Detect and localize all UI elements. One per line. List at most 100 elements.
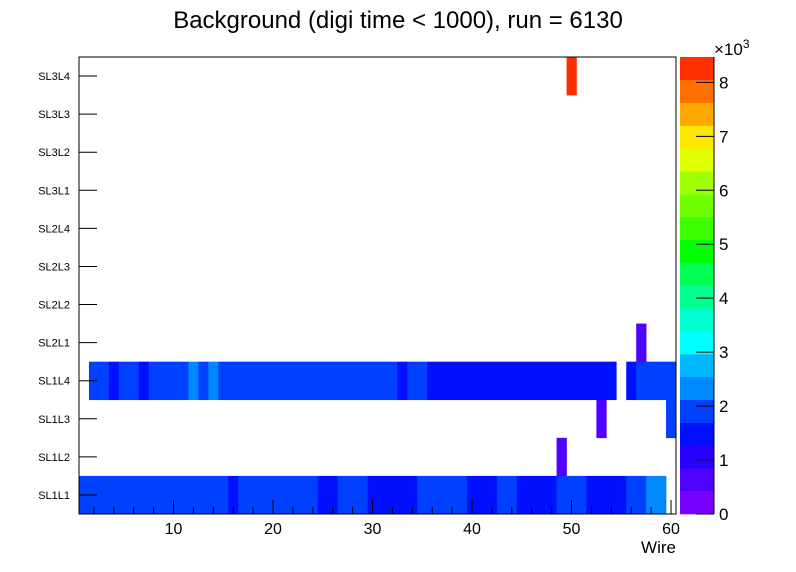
heatmap-cell-SL1L1-13	[198, 475, 209, 515]
color-bar-band	[680, 491, 714, 515]
heatmap-cell-SL1L1-14	[208, 475, 219, 515]
heatmap-cell-SL1L4-30	[367, 361, 378, 401]
heatmap-cell-SL1L1-20	[268, 475, 279, 515]
y-axis: SL1L1 SL1L2 SL1L3 SL1L4 SL2L1 SL2L2 SL2L3 SL2L4…	[38, 71, 97, 502]
color-bar-band	[680, 148, 714, 172]
chart-title: Background (digi time < 1000), run = 613…	[173, 7, 623, 34]
color-bar-band	[680, 239, 714, 263]
y-tick-label: SL1L4	[38, 376, 70, 388]
heatmap-cell-SL1L4-52	[586, 361, 597, 401]
heatmap-cell-SL1L4-46	[526, 361, 537, 401]
heatmap-cell-SL1L4-36	[427, 361, 438, 401]
heatmap-cell-SL1L4-49	[556, 361, 567, 401]
color-bar-band	[680, 102, 714, 126]
heatmap-cell-SL1L4-15	[218, 361, 229, 401]
heatmap-cell-SL1L1-18	[248, 475, 259, 515]
heatmap-cell-SL1L4-33	[397, 361, 408, 401]
color-axis-label: 8	[719, 73, 728, 92]
color-axis-label: 7	[719, 127, 728, 146]
y-tick-label: SL3L1	[38, 185, 70, 197]
heatmap-cell-SL1L4-34	[407, 361, 418, 401]
y-tick-label: SL2L1	[38, 338, 70, 350]
heatmap-cell-SL1L1-50	[566, 475, 577, 515]
color-bar-band	[680, 194, 714, 218]
heatmap-cell-SL1L1-53	[596, 475, 607, 515]
x-tick-label: 60	[662, 521, 680, 538]
heatmap-cell-SL1L4-59	[656, 361, 667, 401]
heatmap-cell-SL1L1-6	[128, 475, 139, 515]
heatmap-cell-SL1L3-60	[666, 399, 677, 439]
y-tick-label: SL3L2	[38, 147, 70, 159]
heatmap-cell-SL1L4-25	[317, 361, 329, 401]
color-bar-band	[680, 125, 714, 149]
color-bar-band	[680, 376, 714, 401]
heatmap-cell-SL1L1-4	[108, 475, 120, 515]
heatmap-cell-SL1L4-57	[636, 361, 647, 401]
heatmap-cell-SL1L4-11	[178, 361, 189, 401]
heatmap-cell-SL1L1-5	[118, 475, 130, 515]
heatmap-cell-SL1L4-18	[248, 361, 259, 401]
heatmap-cell-SL1L4-31	[377, 361, 388, 401]
heatmap-cell-SL3L4-50	[566, 57, 577, 96]
heatmap-cell-SL1L4-44	[506, 361, 518, 401]
heatmap-cell-SL1L1-11	[178, 475, 189, 515]
heatmap-cell-SL1L1-57	[636, 475, 647, 515]
heatmap-cell-SL1L4-51	[576, 361, 587, 401]
color-bar-band	[680, 422, 714, 446]
heatmap-cell-SL1L1-10	[168, 475, 179, 515]
heatmap-cell-SL1L4-40	[467, 361, 478, 401]
heatmap-cell-SL1L1-35	[417, 475, 428, 515]
color-bar-band	[680, 308, 714, 332]
heatmap-cell-SL1L1-25	[317, 475, 329, 515]
heatmap-cell-SL1L1-19	[258, 475, 269, 515]
x-tick-label: 50	[563, 521, 581, 538]
heatmap-cell-SL1L1-40	[467, 475, 478, 515]
heatmap-cell-SL1L4-43	[496, 361, 508, 401]
color-axis-label: 4	[719, 289, 728, 308]
heatmap-cell-SL1L1-24	[307, 475, 319, 515]
heatmap-cell-SL1L1-54	[606, 475, 617, 515]
heatmap-cells	[79, 57, 677, 515]
heatmap-cell-SL1L1-55	[616, 475, 627, 515]
heatmap-cell-SL1L1-9	[158, 475, 169, 515]
heatmap-cell-SL1L4-7	[138, 361, 149, 401]
heatmap-cell-SL1L4-29	[357, 361, 368, 401]
heatmap-cell-SL1L1-17	[238, 475, 249, 515]
heatmap-cell-SL1L1-58	[646, 475, 657, 515]
heatmap-cell-SL1L4-8	[148, 361, 159, 401]
color-axis-label: 1	[719, 451, 728, 470]
heatmap-cell-SL1L4-54	[606, 361, 617, 401]
heatmap-cell-SL1L4-50	[566, 361, 577, 401]
heatmap-cell-SL1L4-60	[666, 361, 677, 401]
x-tick-label: 40	[463, 521, 481, 538]
color-bar-band	[680, 468, 714, 492]
heatmap-cell-SL1L1-43	[496, 475, 508, 515]
heatmap-cell-SL1L4-45	[516, 361, 528, 401]
heatmap-cell-SL1L1-27	[337, 475, 348, 515]
heatmap-cell-SL1L1-23	[297, 475, 309, 515]
y-tick-label: SL1L3	[38, 414, 70, 426]
heatmap-cell-SL1L1-22	[287, 475, 299, 515]
heatmap-cell-SL1L4-58	[646, 361, 657, 401]
heatmap-cell-SL1L1-56	[626, 475, 637, 515]
heatmap-cell-SL1L1-32	[387, 475, 398, 515]
heatmap-cell-SL1L4-22	[287, 361, 299, 401]
heatmap-cell-SL1L1-31	[377, 475, 388, 515]
heatmap-cell-SL1L1-42	[486, 475, 498, 515]
color-axis-label: 0	[719, 505, 728, 524]
color-bar-band	[680, 285, 714, 309]
heatmap-cell-SL1L1-49	[556, 475, 567, 515]
heatmap-cell-SL1L1-39	[457, 475, 468, 515]
heatmap-cell-SL1L1-47	[536, 475, 547, 515]
color-bar: 0 1 2 3 4 5 6 7 8	[680, 57, 728, 524]
heatmap-cell-SL1L4-39	[457, 361, 468, 401]
color-bar-band	[680, 79, 714, 103]
z-multiplier-label: ×103	[714, 37, 750, 59]
plot-frame	[78, 56, 677, 515]
heatmap-cell-SL1L1-26	[327, 475, 338, 515]
heatmap-cell-SL1L4-32	[387, 361, 398, 401]
y-tick-label: SL1L1	[38, 490, 70, 502]
y-tick-label: SL2L3	[38, 261, 70, 273]
